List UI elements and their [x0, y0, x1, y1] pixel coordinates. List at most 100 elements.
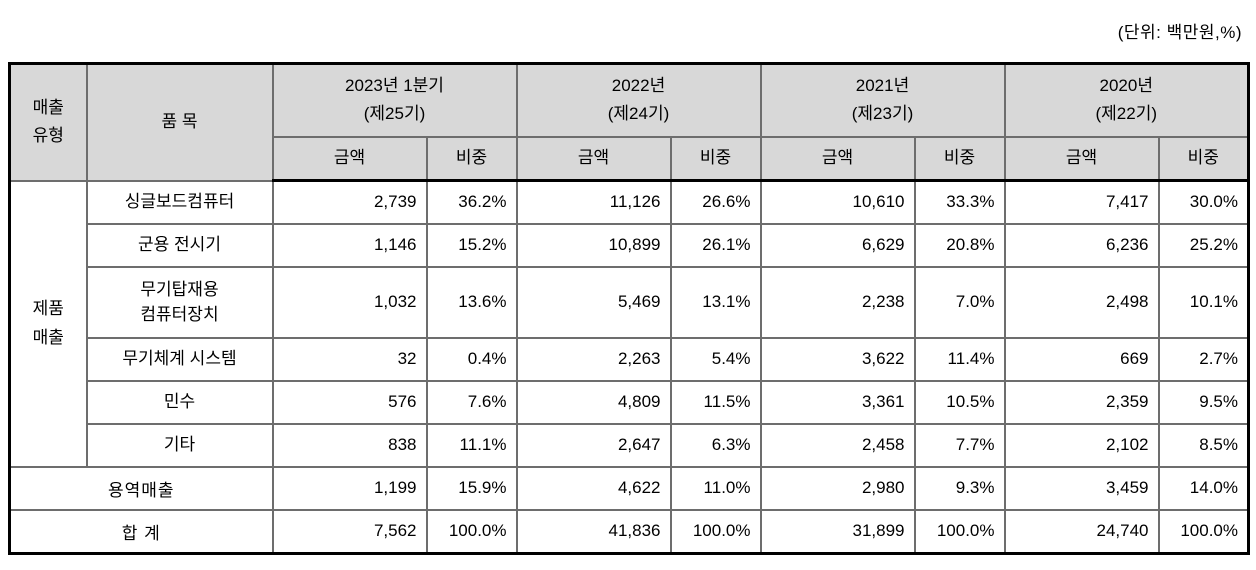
header-amount: 금액	[271, 135, 428, 182]
amount-cell: 11,126	[515, 179, 672, 225]
ratio-cell: 36.2%	[425, 179, 518, 225]
amount-cell: 2,980	[759, 465, 916, 511]
amount-cell: 2,498	[1003, 265, 1160, 339]
amount-cell: 41,836	[515, 508, 672, 555]
amount-cell: 10,610	[759, 179, 916, 225]
amount-cell: 2,647	[515, 422, 672, 468]
amount-cell: 2,263	[515, 336, 672, 382]
amount-cell: 6,629	[759, 222, 916, 268]
ratio-cell: 2.7%	[1157, 336, 1250, 382]
ratio-cell: 7.7%	[913, 422, 1006, 468]
table-row: 기타 838 11.1% 2,647 6.3% 2,458 7.7% 2,102…	[10, 422, 1250, 468]
ratio-cell: 13.1%	[669, 265, 762, 339]
ratio-cell: 20.8%	[913, 222, 1006, 268]
header-amount: 금액	[759, 135, 916, 182]
row-label-service-sales: 용역매출	[8, 465, 274, 511]
row-label-total: 합 계	[8, 508, 274, 555]
header-amount: 금액	[1003, 135, 1160, 182]
ratio-cell: 100.0%	[913, 508, 1006, 555]
row-label: 민수	[85, 379, 274, 425]
table-row: 민수 576 7.6% 4,809 11.5% 3,361 10.5% 2,35…	[10, 379, 1250, 425]
row-label: 싱글보드컴퓨터	[85, 179, 274, 225]
amount-cell: 7,562	[271, 508, 428, 555]
ratio-cell: 7.0%	[913, 265, 1006, 339]
group-label-product-sales: 제품 매출	[8, 179, 88, 468]
table-row: 제품 매출 싱글보드컴퓨터 2,739 36.2% 11,126 26.6% 1…	[8, 179, 1250, 468]
header-ratio: 비중	[425, 135, 518, 182]
table-row: 무기탑재용 컴퓨터장치 1,032 13.6% 5,469 13.1% 2,23…	[10, 265, 1250, 339]
amount-cell: 838	[271, 422, 428, 468]
ratio-cell: 100.0%	[425, 508, 518, 555]
ratio-cell: 8.5%	[1157, 422, 1250, 468]
ratio-cell: 11.0%	[669, 465, 762, 511]
ratio-cell: 9.5%	[1157, 379, 1250, 425]
amount-cell: 2,359	[1003, 379, 1160, 425]
ratio-cell: 10.5%	[913, 379, 1006, 425]
header-ratio: 비중	[669, 135, 762, 182]
table-row-total: 합 계 7,562 100.0% 41,836 100.0% 31,899 10…	[8, 508, 1250, 555]
ratio-cell: 13.6%	[425, 265, 518, 339]
ratio-cell: 7.6%	[425, 379, 518, 425]
ratio-cell: 15.2%	[425, 222, 518, 268]
amount-cell: 1,032	[271, 265, 428, 339]
ratio-cell: 11.5%	[669, 379, 762, 425]
amount-cell: 3,361	[759, 379, 916, 425]
header-period-2021: 2021년 (제23기)	[759, 62, 1006, 138]
amount-cell: 669	[1003, 336, 1160, 382]
ratio-cell: 6.3%	[669, 422, 762, 468]
header-item: 품 목	[85, 62, 274, 182]
row-label: 기타	[85, 422, 274, 468]
header-sales-type: 매출 유형	[8, 62, 88, 182]
header-row-periods: 매출 유형 품 목 2023년 1분기 (제25기) 2022년 (제24기) …	[8, 62, 1250, 182]
header-period-2020: 2020년 (제22기)	[1003, 62, 1250, 138]
ratio-cell: 30.0%	[1157, 179, 1250, 225]
amount-cell: 6,236	[1003, 222, 1160, 268]
amount-cell: 1,146	[271, 222, 428, 268]
amount-cell: 1,199	[271, 465, 428, 511]
sales-by-product-table: 매출 유형 품 목 2023년 1분기 (제25기) 2022년 (제24기) …	[8, 62, 1250, 555]
table-row: 무기체계 시스템 32 0.4% 2,263 5.4% 3,622 11.4% …	[10, 336, 1250, 382]
amount-cell: 3,622	[759, 336, 916, 382]
row-label: 군용 전시기	[85, 222, 274, 268]
table-row: 군용 전시기 1,146 15.2% 10,899 26.1% 6,629 20…	[10, 222, 1250, 268]
header-period-2022: 2022년 (제24기)	[515, 62, 762, 138]
amount-cell: 4,809	[515, 379, 672, 425]
ratio-cell: 33.3%	[913, 179, 1006, 225]
amount-cell: 2,739	[271, 179, 428, 225]
ratio-cell: 26.1%	[669, 222, 762, 268]
ratio-cell: 14.0%	[1157, 465, 1250, 511]
ratio-cell: 100.0%	[1157, 508, 1250, 555]
amount-cell: 3,459	[1003, 465, 1160, 511]
ratio-cell: 9.3%	[913, 465, 1006, 511]
ratio-cell: 26.6%	[669, 179, 762, 225]
header-period-2023q1: 2023년 1분기 (제25기)	[271, 62, 518, 138]
ratio-cell: 11.1%	[425, 422, 518, 468]
ratio-cell: 25.2%	[1157, 222, 1250, 268]
amount-cell: 31,899	[759, 508, 916, 555]
amount-cell: 7,417	[1003, 179, 1160, 225]
ratio-cell: 15.9%	[425, 465, 518, 511]
row-label: 무기탑재용 컴퓨터장치	[85, 265, 274, 339]
unit-note: (단위: 백만원,%)	[1117, 23, 1242, 42]
amount-cell: 32	[271, 336, 428, 382]
ratio-cell: 5.4%	[669, 336, 762, 382]
ratio-cell: 11.4%	[913, 336, 1006, 382]
ratio-cell: 10.1%	[1157, 265, 1250, 339]
amount-cell: 4,622	[515, 465, 672, 511]
amount-cell: 2,458	[759, 422, 916, 468]
amount-cell: 2,102	[1003, 422, 1160, 468]
amount-cell: 576	[271, 379, 428, 425]
header-row-measures: 금액 비중 금액 비중 금액 비중 금액 비중	[10, 135, 1250, 182]
header-ratio: 비중	[1157, 135, 1250, 182]
amount-cell: 24,740	[1003, 508, 1160, 555]
header-amount: 금액	[515, 135, 672, 182]
ratio-cell: 100.0%	[669, 508, 762, 555]
amount-cell: 5,469	[515, 265, 672, 339]
row-label: 무기체계 시스템	[85, 336, 274, 382]
ratio-cell: 0.4%	[425, 336, 518, 382]
header-ratio: 비중	[913, 135, 1006, 182]
amount-cell: 2,238	[759, 265, 916, 339]
amount-cell: 10,899	[515, 222, 672, 268]
table-row-service-sales: 용역매출 1,199 15.9% 4,622 11.0% 2,980 9.3% …	[8, 465, 1250, 511]
